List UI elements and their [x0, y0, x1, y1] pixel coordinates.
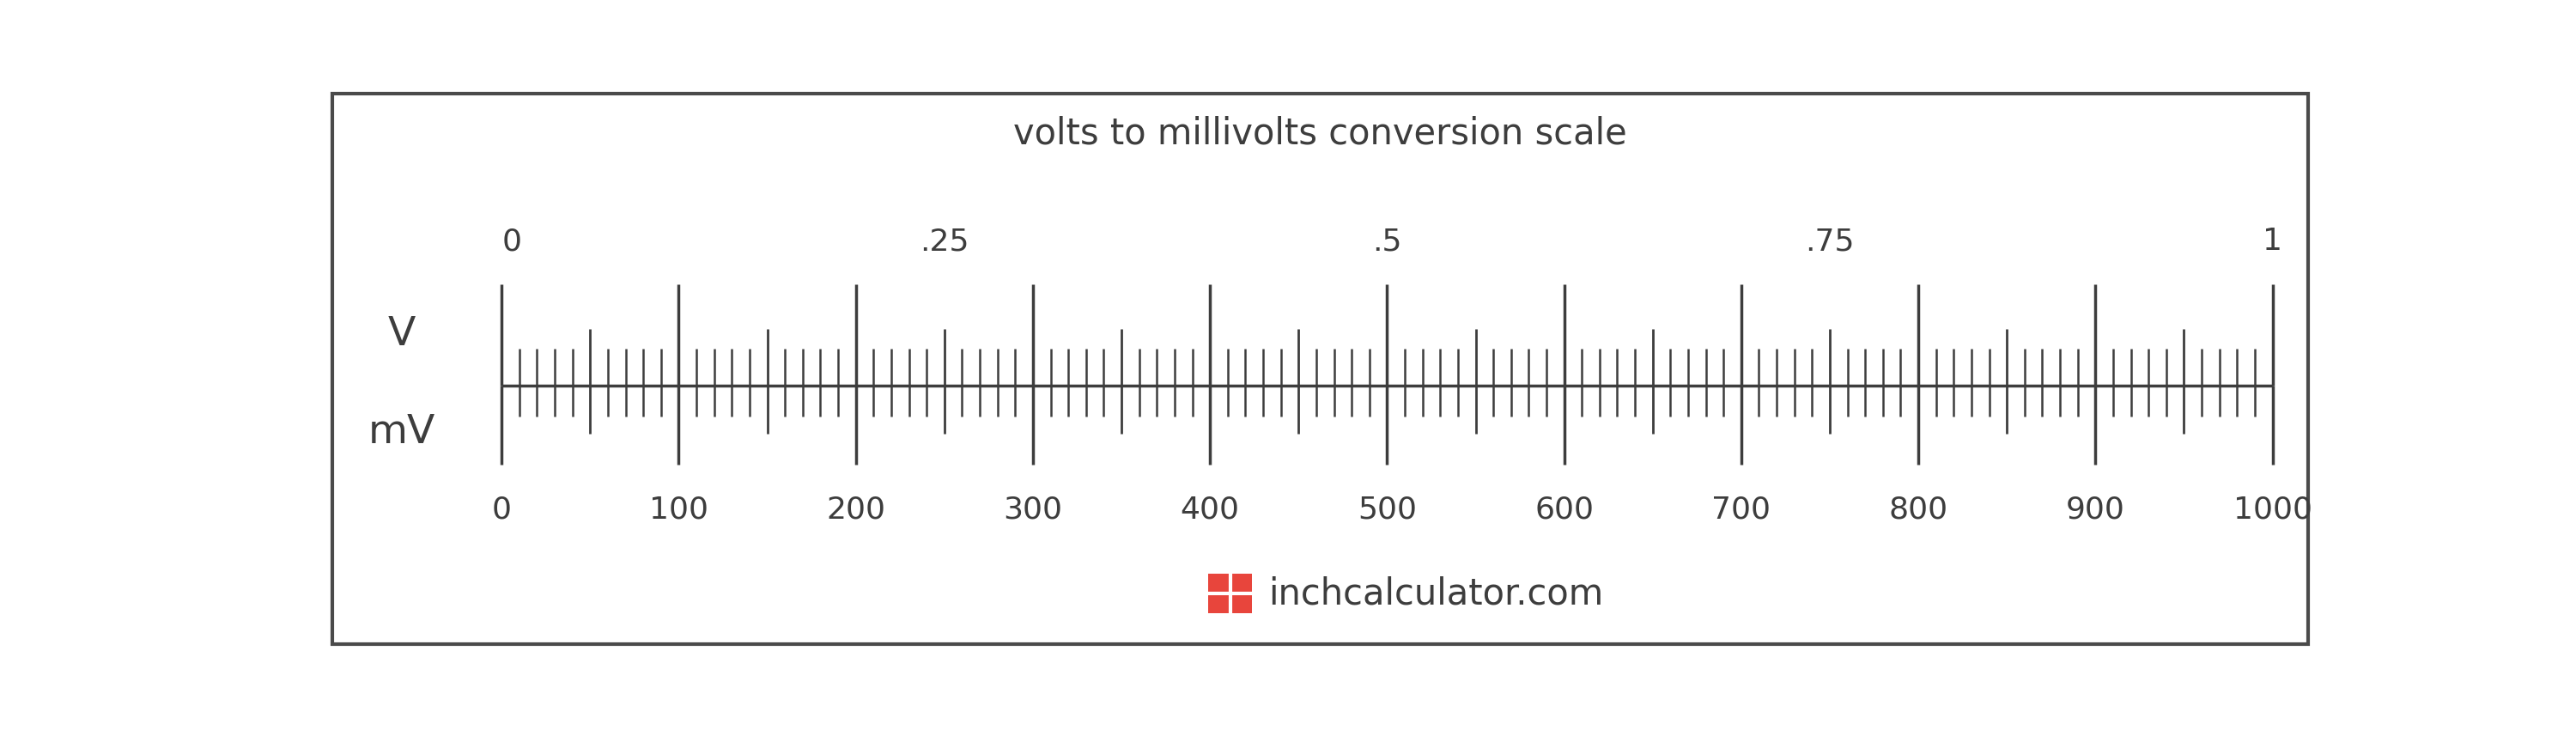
Text: 800: 800	[1888, 495, 1947, 524]
Text: .25: .25	[920, 227, 969, 256]
Text: 1000: 1000	[2233, 495, 2313, 524]
Text: 200: 200	[827, 495, 886, 524]
Text: .5: .5	[1373, 227, 1401, 256]
Text: 600: 600	[1535, 495, 1595, 524]
Text: 0: 0	[502, 227, 520, 256]
FancyBboxPatch shape	[1208, 574, 1252, 613]
Text: 900: 900	[2066, 495, 2125, 524]
Text: 0: 0	[492, 495, 513, 524]
Text: 400: 400	[1180, 495, 1239, 524]
Text: 1: 1	[2262, 227, 2282, 256]
Text: volts to millivolts conversion scale: volts to millivolts conversion scale	[1012, 116, 1628, 152]
Text: mV: mV	[368, 413, 435, 452]
Text: 500: 500	[1358, 495, 1417, 524]
Text: 100: 100	[649, 495, 708, 524]
Text: .75: .75	[1806, 227, 1855, 256]
Text: 300: 300	[1002, 495, 1061, 524]
Text: 700: 700	[1710, 495, 1770, 524]
Text: V: V	[389, 315, 415, 354]
Text: inchcalculator.com: inchcalculator.com	[1267, 575, 1602, 612]
